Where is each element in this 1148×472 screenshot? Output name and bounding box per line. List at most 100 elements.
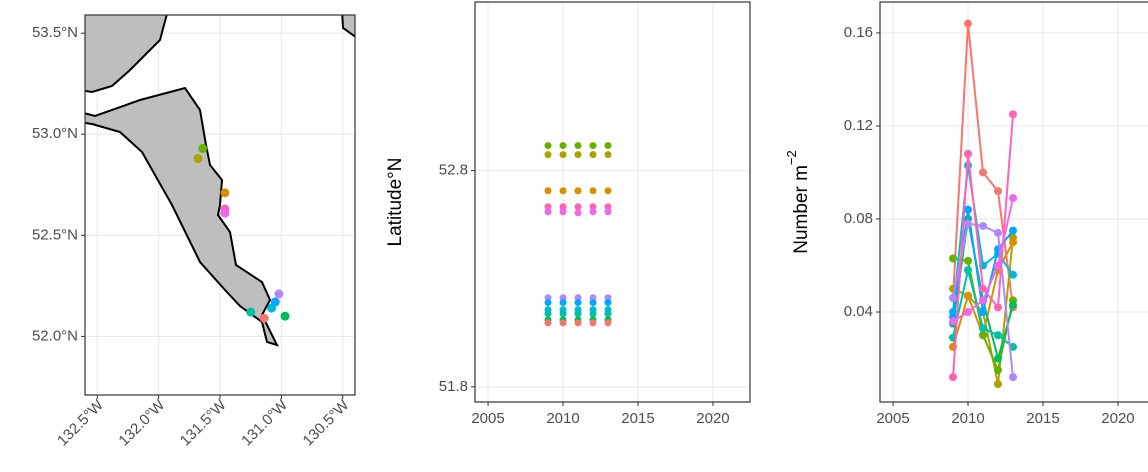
point	[544, 142, 552, 150]
point	[604, 310, 612, 318]
point	[559, 299, 567, 307]
point	[964, 291, 973, 300]
point	[979, 296, 988, 305]
y-tick-label: 0.12	[844, 117, 873, 134]
site-point	[193, 154, 203, 164]
y-tick-label: 53.0°N	[32, 125, 78, 142]
y-tick-label: 52.0°N	[32, 327, 78, 344]
point	[589, 310, 597, 318]
point	[544, 310, 552, 318]
site-point	[220, 208, 230, 218]
point	[994, 331, 1003, 340]
x-tick-label: 131.0°W	[238, 396, 291, 449]
point	[979, 324, 988, 333]
point	[604, 299, 612, 307]
point	[604, 142, 612, 150]
point	[559, 208, 567, 216]
point	[574, 187, 582, 195]
point	[949, 373, 958, 382]
point	[574, 142, 582, 150]
point	[949, 294, 958, 303]
point	[544, 299, 552, 307]
y-tick-label: 52.8	[439, 162, 468, 179]
x-tick-label: 132.5°W	[54, 396, 107, 449]
point	[994, 228, 1003, 237]
point	[979, 331, 988, 340]
panel-border	[84, 14, 356, 396]
y-axis-title: Number m−2	[784, 150, 812, 254]
point	[604, 319, 612, 327]
point	[544, 151, 552, 159]
point	[949, 317, 958, 326]
point	[604, 203, 612, 211]
site-point	[246, 307, 256, 317]
point	[964, 219, 973, 228]
point	[544, 319, 552, 327]
point	[1009, 110, 1018, 119]
y-tick-label: 0.08	[844, 210, 873, 227]
point	[1009, 270, 1018, 279]
point	[604, 151, 612, 159]
point	[589, 208, 597, 216]
point	[589, 299, 597, 307]
point	[589, 319, 597, 327]
point	[574, 319, 582, 327]
point	[559, 187, 567, 195]
point	[964, 205, 973, 214]
y-axis-title: Latitude°N	[385, 158, 406, 247]
point	[604, 187, 612, 195]
point	[994, 380, 1003, 389]
site-point	[274, 289, 284, 299]
point	[964, 256, 973, 265]
point	[574, 151, 582, 159]
point	[1009, 373, 1018, 382]
point	[979, 221, 988, 230]
point	[949, 254, 958, 263]
x-tick-label: 130.5°W	[300, 396, 353, 449]
point	[589, 203, 597, 211]
panel-border	[879, 1, 1148, 403]
land	[341, 15, 355, 38]
point	[994, 303, 1003, 312]
x-tick-label: 2010	[951, 410, 984, 427]
point	[994, 261, 1003, 270]
point	[544, 203, 552, 211]
y-tick-label: 53.5°N	[32, 24, 78, 41]
point	[1009, 301, 1018, 310]
y-tick-label: 51.8	[439, 378, 468, 395]
point	[994, 187, 1003, 196]
x-tick-label: 2005	[876, 410, 909, 427]
x-tick-label: 132.0°W	[115, 396, 168, 449]
point	[589, 187, 597, 195]
coastline	[85, 15, 355, 395]
land	[85, 15, 168, 94]
x-tick-label: 2005	[471, 410, 504, 427]
point	[964, 266, 973, 275]
point	[994, 354, 1003, 363]
site-point	[259, 313, 269, 323]
x-tick-label: 2015	[621, 410, 654, 427]
point	[559, 310, 567, 318]
x-tick-label: 2020	[1101, 410, 1134, 427]
x-tick-label: 2010	[546, 410, 579, 427]
point	[1009, 194, 1018, 203]
site-point	[220, 188, 230, 198]
y-axis-title-text: Number m	[791, 165, 812, 254]
point	[964, 308, 973, 316]
point	[544, 187, 552, 195]
x-tick-label: 2020	[696, 410, 729, 427]
site-point	[280, 311, 290, 321]
site-point	[267, 303, 277, 313]
point	[589, 142, 597, 150]
point	[1009, 226, 1018, 235]
point	[964, 19, 973, 28]
point	[559, 142, 567, 150]
panel-border	[474, 1, 751, 403]
y-tick-label: 0.04	[844, 303, 873, 320]
y-tick-label: 52.5°N	[32, 226, 78, 243]
x-tick-label: 2015	[1026, 410, 1059, 427]
site-point	[198, 143, 208, 153]
point	[574, 310, 582, 318]
